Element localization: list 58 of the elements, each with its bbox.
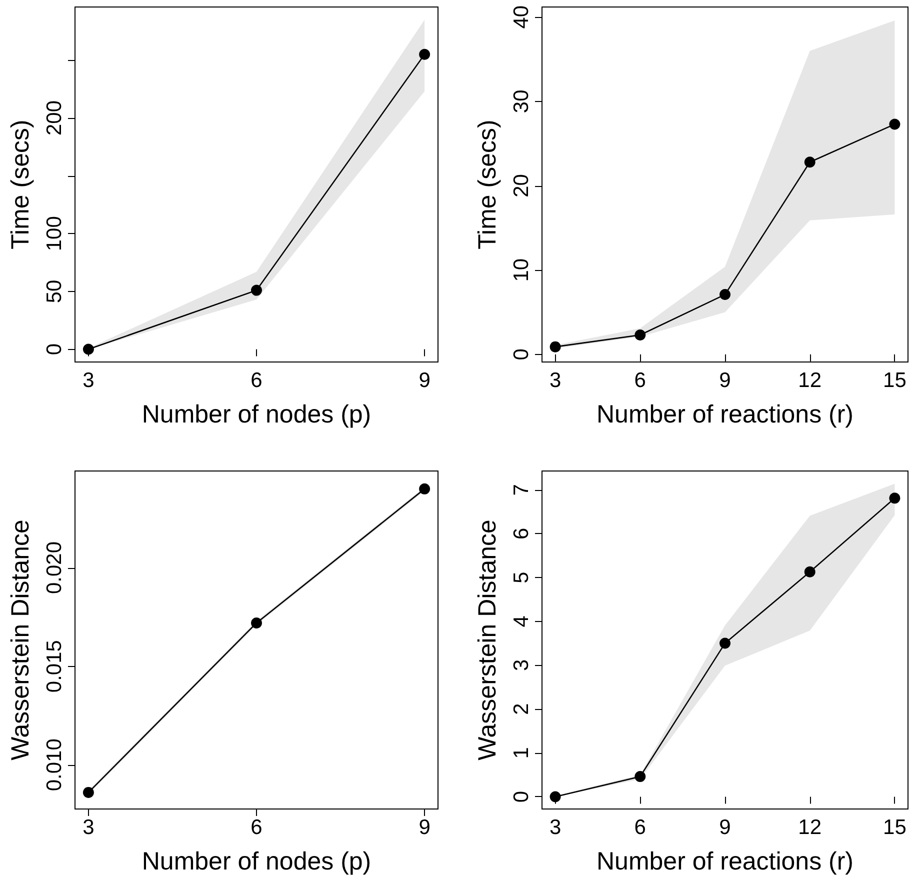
x-tick-label: 3 [82, 816, 94, 839]
x-tick-label: 15 [883, 816, 906, 839]
point [720, 289, 730, 300]
y-tick-label: 1 [510, 747, 533, 759]
point [419, 483, 430, 494]
point [804, 156, 816, 168]
x-tick-label: 6 [250, 816, 262, 839]
x-tick-label: 12 [798, 816, 822, 839]
y-axis-title: Time (secs) [474, 120, 502, 250]
y-tick-label: 7 [510, 484, 533, 496]
x-tick-label: 3 [549, 816, 562, 839]
point [634, 771, 646, 782]
x-axis-title: Number of nodes (p) [142, 400, 372, 428]
y-tick-label: 0.015 [43, 640, 66, 693]
y-tick-label: 40 [510, 5, 533, 29]
x-axis-title: Number of reactions (r) [596, 400, 854, 428]
y-axis-title: Wasserstein Distance [474, 520, 502, 760]
x-axis-title: Number of reactions (r) [596, 848, 854, 876]
y-tick-label: 10 [510, 258, 533, 282]
point [550, 341, 561, 352]
y-tick-label: 0 [43, 343, 66, 356]
point [251, 284, 262, 296]
x-tick-label: 6 [634, 369, 646, 392]
y-tick-label: 100 [43, 216, 66, 252]
y-tick-label: 0 [510, 790, 533, 803]
point [889, 492, 900, 504]
point [82, 786, 94, 798]
y-tick-label: 5 [510, 572, 533, 584]
x-tick-label: 12 [798, 369, 822, 392]
point [634, 330, 646, 341]
y-tick-label: 0 [510, 348, 533, 360]
y-tick-label: 3 [510, 659, 533, 672]
y-tick-label: 50 [43, 280, 66, 304]
y-tick-label: 0.010 [43, 738, 66, 792]
y-tick-label: 4 [510, 615, 533, 628]
y-tick-label: 20 [510, 174, 533, 198]
x-tick-label: 6 [634, 816, 646, 839]
x-tick-label: 3 [549, 369, 562, 392]
point [251, 617, 262, 628]
y-tick-label: 0.020 [43, 541, 66, 594]
y-tick-label: 30 [510, 90, 533, 114]
y-axis-title: Time (secs) [6, 120, 34, 250]
x-tick-label: 15 [883, 369, 906, 392]
x-tick-label: 3 [82, 369, 94, 392]
x-tick-label: 9 [719, 816, 731, 839]
x-axis-title: Number of nodes (p) [142, 848, 372, 876]
point [419, 48, 430, 60]
y-tick-label: 2 [510, 703, 533, 715]
point [720, 638, 730, 649]
y-tick-label: 200 [43, 100, 66, 136]
x-tick-label: 9 [418, 369, 430, 392]
point [889, 118, 900, 130]
y-axis-title: Wasserstein Distance [6, 520, 34, 760]
y-tick-label: 6 [510, 528, 533, 540]
point [804, 566, 816, 578]
x-tick-label: 6 [250, 369, 262, 392]
x-tick-label: 9 [418, 816, 430, 839]
x-tick-label: 9 [719, 369, 731, 392]
